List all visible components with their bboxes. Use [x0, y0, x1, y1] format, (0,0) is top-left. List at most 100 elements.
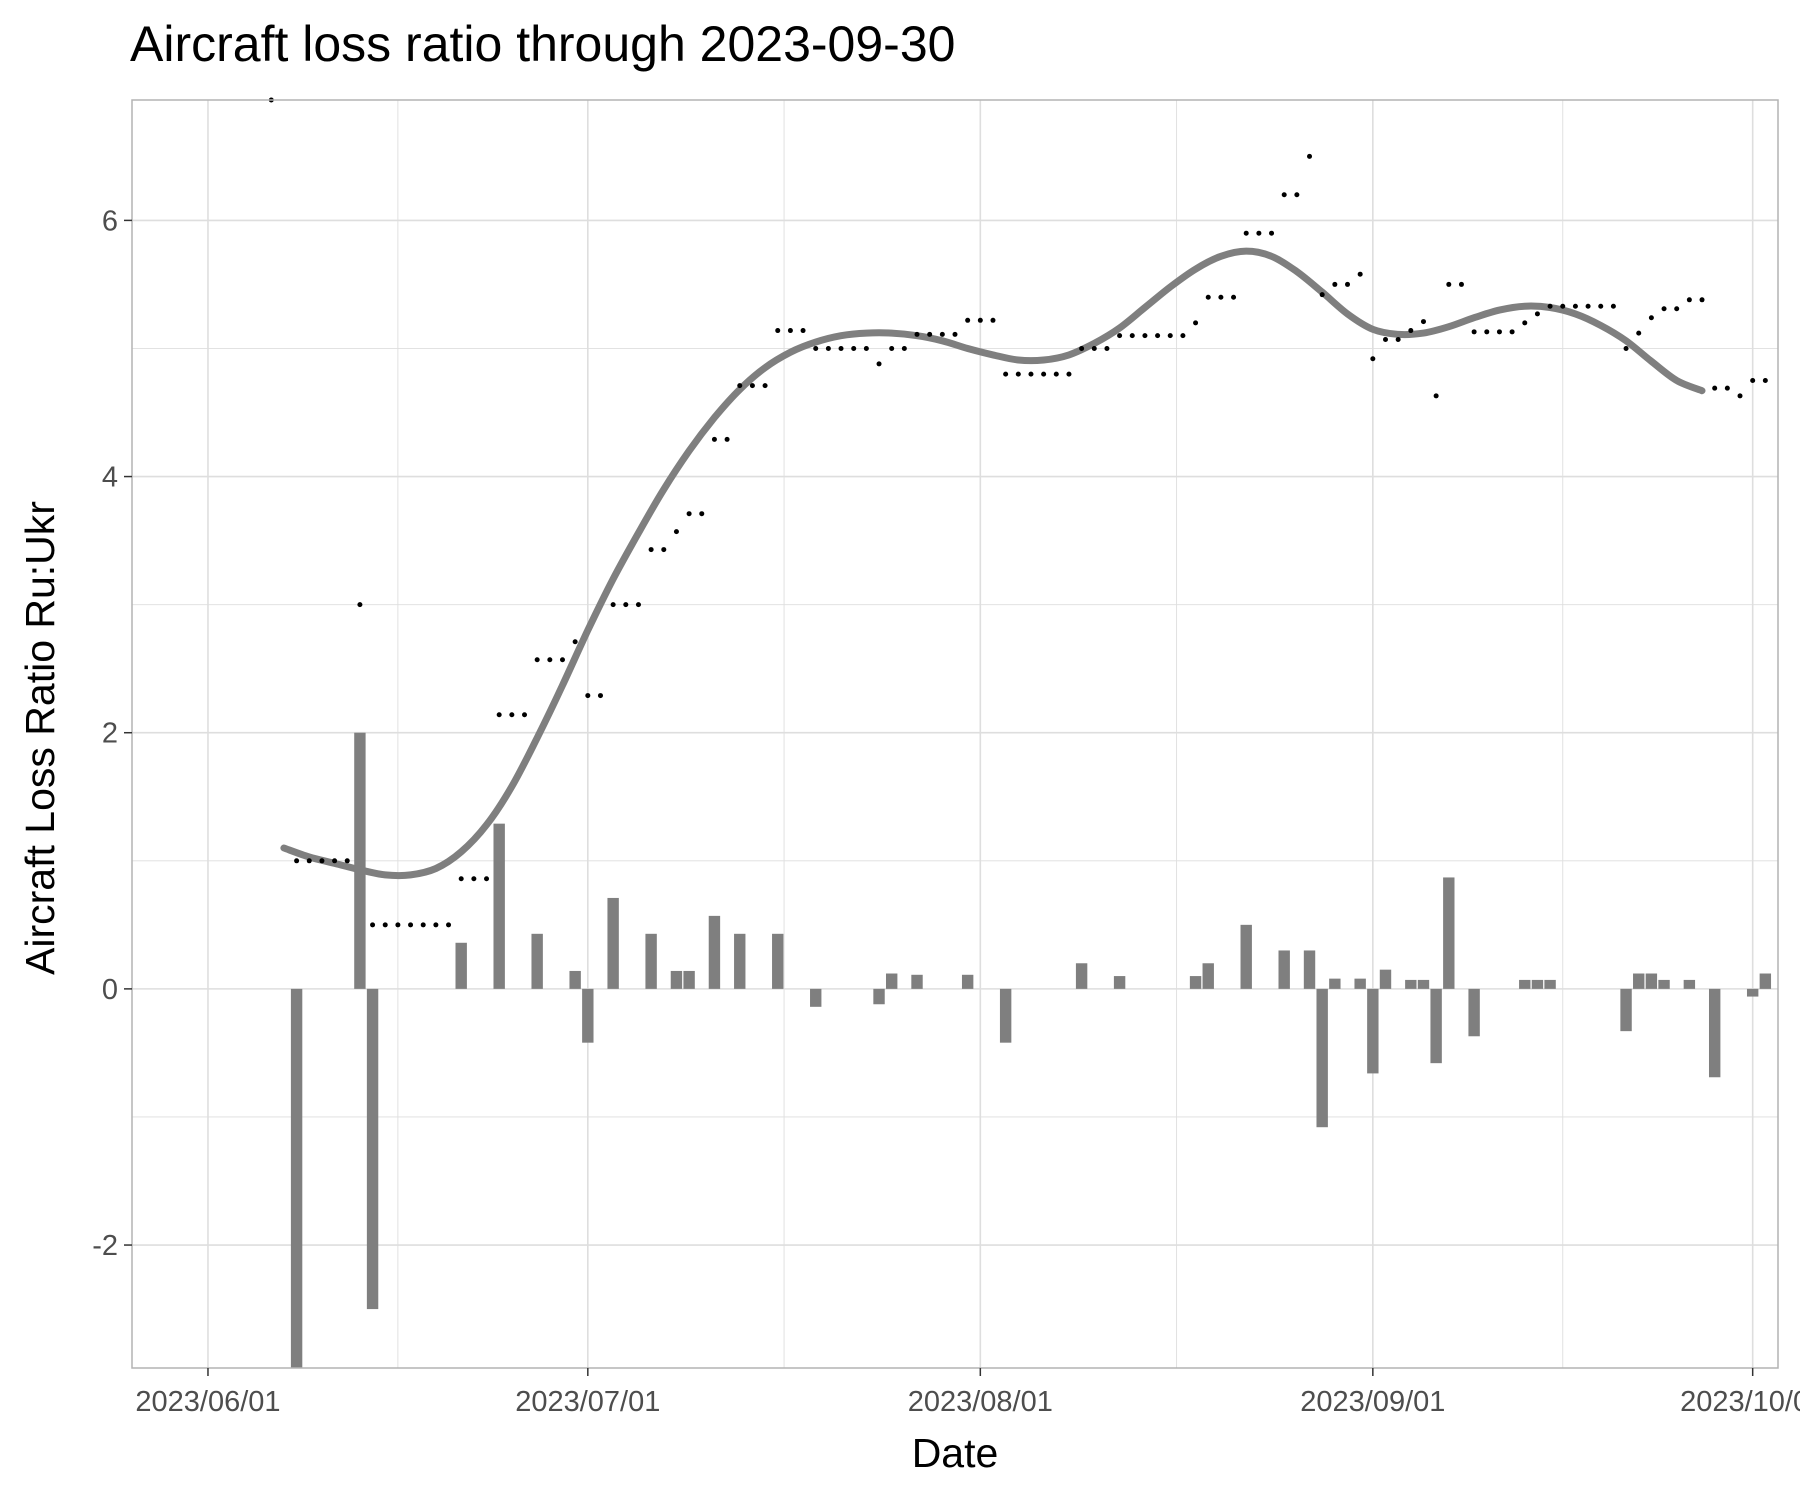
ratio-point — [1142, 333, 1148, 339]
change-bar — [1468, 988, 1480, 1037]
change-bar — [455, 942, 467, 989]
change-bar — [354, 732, 366, 989]
ratio-point — [1509, 329, 1515, 335]
x-tick-label: 2023/10/01 — [1680, 1386, 1800, 1418]
ratio-point — [749, 383, 755, 389]
change-bar — [493, 823, 505, 989]
ratio-point — [1534, 311, 1540, 317]
x-tick-label: 2023/07/01 — [515, 1386, 660, 1418]
ratio-point — [1484, 329, 1490, 335]
x-axis-title: Date — [912, 1430, 999, 1476]
y-tick-label: 2 — [102, 718, 118, 750]
ratio-point — [1231, 294, 1237, 300]
ratio-point — [1269, 230, 1275, 236]
ratio-point — [572, 639, 578, 645]
ratio-point — [1345, 281, 1351, 287]
ratio-point — [1003, 371, 1009, 377]
ratio-point — [1041, 371, 1047, 377]
change-bar — [1354, 978, 1366, 989]
change-bar — [290, 988, 303, 1368]
y-tick-label: 6 — [102, 205, 118, 237]
ratio-point — [939, 331, 945, 337]
ratio-point — [1129, 333, 1135, 339]
ratio-point — [332, 858, 338, 864]
ratio-point — [1256, 230, 1262, 236]
ratio-point — [1205, 294, 1211, 300]
smooth-line-layer — [280, 247, 1706, 880]
ratio-point — [1370, 356, 1376, 362]
ratio-point — [1408, 328, 1414, 334]
ratio-point — [1066, 371, 1072, 377]
ratio-point — [585, 693, 591, 699]
ratio-point — [686, 511, 692, 517]
change-bar — [999, 988, 1012, 1043]
ratio-point — [851, 345, 857, 351]
ratio-point — [306, 858, 312, 864]
change-bar — [1202, 963, 1214, 989]
x-axis-ticks: 2023/06/01 2023/07/01 2023/08/01 2023/09/01… — [135, 1368, 1800, 1418]
ratio-point — [787, 328, 793, 334]
change-bar — [1531, 979, 1544, 989]
ratio-point — [1724, 385, 1730, 391]
ratio-point — [1636, 330, 1642, 336]
ratio-point — [1079, 345, 1085, 351]
ratio-point — [1610, 303, 1616, 309]
ratio-point — [357, 602, 363, 608]
y-tick-label: -2 — [92, 1230, 118, 1262]
ratio-point — [952, 331, 958, 337]
change-bar — [1278, 950, 1290, 989]
ratio-point — [1104, 345, 1110, 351]
change-bar — [645, 933, 657, 989]
change-bar — [772, 933, 784, 989]
ratio-point — [661, 547, 667, 553]
ratio-point — [1623, 345, 1629, 351]
ratio-point — [977, 317, 983, 323]
ratio-points — [268, 97, 1768, 928]
ratio-point — [1648, 315, 1654, 321]
change-bar — [1379, 969, 1392, 989]
change-bar — [1405, 979, 1417, 989]
ratio-point — [800, 328, 806, 334]
change-bar — [1620, 988, 1632, 1032]
change-bar — [1544, 979, 1556, 989]
ratio-point — [433, 922, 439, 928]
ratio-point — [1319, 292, 1325, 298]
ratio-point — [1433, 393, 1439, 399]
minor-gridlines — [132, 100, 1778, 1368]
change-bar — [810, 988, 822, 1007]
ratio-point — [1420, 319, 1426, 325]
change-bar — [734, 933, 746, 989]
ratio-point — [547, 657, 553, 663]
ratio-point — [724, 436, 730, 442]
ratio-point — [344, 858, 350, 864]
change-bar — [1746, 988, 1759, 997]
ratio-point — [914, 331, 920, 337]
ratio-point — [395, 922, 401, 928]
ratio-point — [522, 712, 528, 718]
change-bar — [1329, 978, 1341, 989]
change-bar — [1443, 877, 1455, 989]
ratio-point — [1155, 333, 1161, 339]
ratio-point — [1686, 297, 1692, 303]
ratio-point — [876, 361, 882, 367]
ratio-point — [901, 345, 907, 351]
ratio-point — [534, 657, 540, 663]
change-bar — [683, 970, 695, 989]
ratio-point — [1357, 271, 1363, 277]
x-tick-label: 2023/06/01 — [135, 1386, 280, 1418]
ratio-point — [1015, 371, 1021, 377]
ratio-point — [610, 602, 616, 608]
ratio-point — [1560, 303, 1566, 309]
change-bar — [961, 974, 974, 989]
ratio-point — [509, 712, 515, 718]
change-bar — [1316, 988, 1328, 1128]
ratio-point — [1053, 371, 1059, 377]
ratio-point — [927, 331, 933, 337]
ratio-point — [699, 511, 705, 517]
y-tick-label: 4 — [102, 462, 118, 494]
ratio-point — [1471, 329, 1477, 335]
ratio-point — [1281, 192, 1287, 198]
ratio-point — [762, 383, 768, 389]
change-bar — [607, 897, 619, 989]
